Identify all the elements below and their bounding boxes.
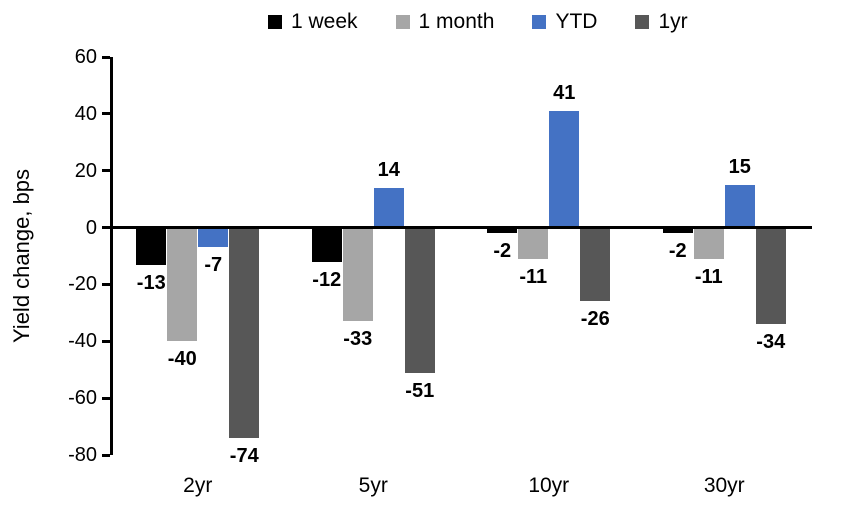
data-label: 14 xyxy=(377,158,400,181)
legend-label: 1 week xyxy=(291,10,358,33)
y-axis-tick xyxy=(102,282,110,286)
y-axis-tick xyxy=(102,55,110,59)
legend-label: 1yr xyxy=(658,10,688,33)
bar-1-month-5yr xyxy=(342,227,373,322)
y-tick-label: -20 xyxy=(68,273,97,296)
bar-1yr-2yr xyxy=(229,227,260,438)
bar-1yr-30yr xyxy=(755,227,786,325)
legend-swatch-icon xyxy=(635,15,650,29)
bar-ytd-5yr xyxy=(373,187,404,228)
bar-ytd-10yr xyxy=(549,111,580,228)
y-axis-tick xyxy=(102,226,110,230)
bar-1-week-2yr xyxy=(136,227,167,265)
data-label: -7 xyxy=(204,254,223,277)
x-axis-zero-line xyxy=(110,226,812,230)
legend-swatch-icon xyxy=(268,15,282,29)
y-axis-title: Yield change, bps xyxy=(9,168,34,344)
bar-1-week-5yr xyxy=(311,227,342,262)
category-label-5yr: 5yr xyxy=(358,474,388,497)
y-axis-tick xyxy=(102,112,110,116)
legend-item-1-week: 1 week xyxy=(268,9,358,35)
bar-1-month-10yr xyxy=(518,227,549,259)
data-label: -51 xyxy=(405,379,435,402)
y-tick-label: 60 xyxy=(74,46,97,68)
category-label-30yr: 30yr xyxy=(703,474,745,497)
legend-swatch-icon xyxy=(532,15,547,29)
legend-swatch-icon xyxy=(395,15,410,29)
bar-1-month-2yr xyxy=(167,227,198,342)
legend: 1 week 1 month YTD 1yr xyxy=(268,9,688,35)
bar-1-week-30yr xyxy=(662,227,693,234)
category-label-10yr: 10yr xyxy=(528,474,570,497)
y-tick-label: -60 xyxy=(68,387,97,410)
data-label: 41 xyxy=(553,82,576,104)
legend-label: YTD xyxy=(555,10,598,33)
data-label: -11 xyxy=(519,265,548,288)
legend-label: 1 month xyxy=(418,10,495,33)
data-label: -34 xyxy=(756,331,786,354)
data-label: -2 xyxy=(668,240,687,263)
y-tick-label: 20 xyxy=(74,159,97,182)
y-axis-tick xyxy=(102,453,110,457)
bar-1yr-10yr xyxy=(580,227,611,302)
bar-ytd-2yr xyxy=(198,227,229,248)
y-axis-tick xyxy=(102,169,110,173)
data-label: -74 xyxy=(229,444,259,467)
y-tick-label: -80 xyxy=(68,444,97,466)
y-tick-label: 0 xyxy=(85,216,97,239)
legend-item-ytd: YTD xyxy=(532,9,597,35)
data-label: -26 xyxy=(580,308,610,331)
data-label: -11 xyxy=(694,265,723,288)
y-axis-tick xyxy=(102,339,110,343)
y-tick-label: -40 xyxy=(68,330,97,353)
data-label: -33 xyxy=(343,328,373,351)
data-label: -12 xyxy=(312,268,342,291)
data-label: -2 xyxy=(493,240,512,263)
y-axis-tick xyxy=(102,396,110,400)
y-tick-label: 40 xyxy=(74,102,97,125)
bar-ytd-30yr xyxy=(724,184,755,228)
data-label: -40 xyxy=(167,348,197,371)
bar-1-week-10yr xyxy=(487,227,518,234)
legend-item-1-month: 1 month xyxy=(395,9,495,35)
bar-1yr-5yr xyxy=(404,227,435,373)
y-axis-line xyxy=(110,57,113,455)
legend-item-1yr: 1yr xyxy=(635,9,688,35)
data-label: -13 xyxy=(136,271,166,294)
category-label-2yr: 2yr xyxy=(183,474,213,497)
bar-1-month-30yr xyxy=(693,227,724,259)
data-label: 15 xyxy=(728,155,751,178)
